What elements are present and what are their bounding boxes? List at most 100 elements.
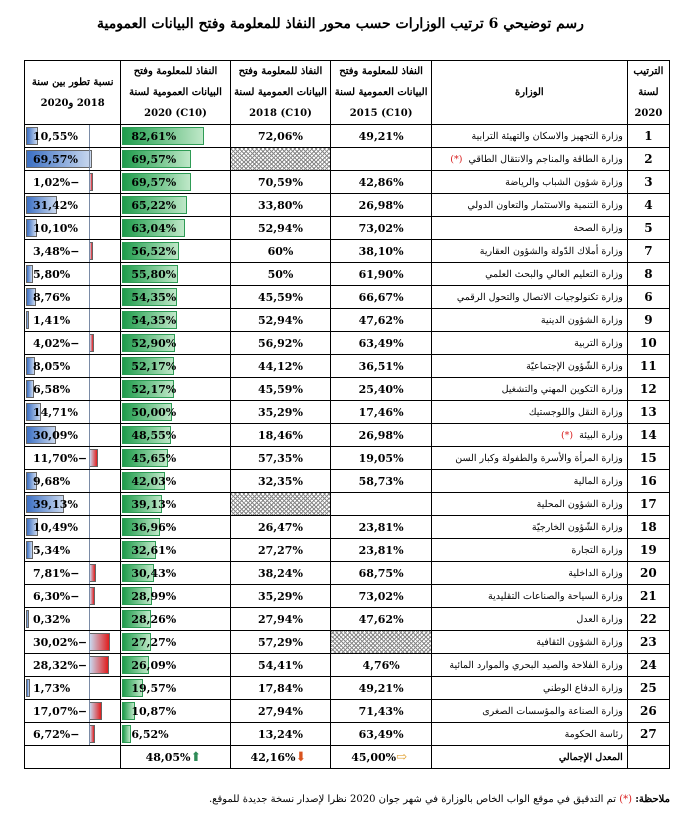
evolution-text: 39,13% [33,497,78,511]
ministry-cell: وزارة النقل واللوجستيك [430,400,628,424]
rank-cell: 4 [626,193,671,217]
evo-axis [89,585,90,607]
value-2018: 27,27% [229,538,332,562]
table-row: 4 وزارة التنمية والاستثمار والتعاون الدول… [23,193,671,217]
ministry-cell: وزارة المرأة والأسرة والطفولة وكبار السن [430,446,628,470]
value-2018: 56,92% [229,331,332,355]
bar-2020 [122,288,177,306]
rank-cell: 5 [626,216,671,240]
evo-axis [89,447,90,469]
value-2020: 6,52% [120,722,231,746]
ministry-cell: وزارة الشؤون الثقافية [430,630,628,654]
value-2018: 72,06% [229,124,332,148]
ministry-name: وزارة الشّؤون الإجتماعيّة [526,360,623,372]
value-2020-text: 52,17% [131,382,177,396]
ministry-cell: وزارة السياحة والصناعات التقليدية [430,584,628,608]
evolution-text: −17,07% [33,704,88,718]
bar-2020 [122,219,185,237]
ministry-cell: وزارة البيئة (*) [430,423,628,447]
ministry-name: وزارة التجهيز والاسكان والتهيئة الترابية [471,130,623,142]
value-2015: 49,21% [330,124,432,148]
ministry-cell: وزارة الداخلية [430,561,628,585]
average-2020: ⬆48,05% [120,745,231,769]
bar-2020 [122,127,204,145]
evolution-cell: 6,58% [23,377,122,401]
average-rank-cell [626,745,671,769]
rank-cell: 6 [626,285,671,309]
ministry-name: وزارة المرأة والأسرة والطفولة وكبار السن [455,452,623,464]
value-2018: 57,35% [229,446,332,470]
ministry-cell: وزارة التنمية والاستثمار والتعاون الدولي [430,193,628,217]
value-2020-text: 27,27% [131,635,177,649]
value-2020-text: 26,09% [131,658,177,672]
value-2015: 17,46% [330,400,432,424]
table-body: 1 وزارة التجهيز والاسكان والتهيئة الترابي… [23,124,671,746]
header-rank-line1: الترتيب [633,66,664,77]
ministry-name: وزارة المالية [573,475,623,487]
evolution-text: 5,80% [33,267,71,281]
bar-2020 [122,564,154,582]
header-2015-line1: النفاذ للمعلومة وفتح [339,66,423,77]
page-title: رسم توضيحي 6 ترتيب الوزارات حسب محور الن… [97,16,584,32]
evolution-cell: 14,71% [23,400,122,424]
value-2015 [330,630,432,654]
ministry-name: وزارة السياحة والصناعات التقليدية [488,590,623,602]
evolution-text: −7,81% [33,566,80,580]
ministry-cell: وزارة الشؤون الدينية [430,308,628,332]
evolution-text: −28,32% [33,658,88,672]
value-2020: 52,90% [120,331,231,355]
evolution-text: −1,02% [33,175,80,189]
evolution-cell: 1,73% [23,676,122,700]
bar-2020 [122,311,177,329]
bar-2020 [122,403,173,421]
evolution-cell: 9,68% [23,469,122,493]
rank-cell: 24 [626,653,671,677]
value-2015: 47,62% [330,308,432,332]
value-2020: 65,22% [120,193,231,217]
value-2015: 63,49% [330,722,432,746]
evo-bar [89,633,111,651]
header-row: الترتيب لسنة 2020 الوزارة النفاذ للمعلوم… [23,60,671,125]
average-2018: ⬇42,16% [229,745,332,769]
value-2020-text: 28,26% [131,612,177,626]
evo-axis [89,608,90,630]
evolution-cell: −3,48% [23,239,122,263]
evolution-cell: −11,70% [23,446,122,470]
header-2018-line1: النفاذ للمعلومة وفتح [238,66,323,77]
value-2018 [229,492,332,516]
average-2015-value: 45,00% [351,750,397,764]
table-row: 27 رئاسة الحكومة 63,49% 13,24% 6,52% −6,72% [23,722,671,746]
table-row: 18 وزارة الشّؤون الخارجيّة 23,81% 26,47% 36,… [23,515,671,539]
evo-axis [89,240,90,262]
value-2018: 27,94% [229,699,332,723]
evo-bar [89,449,99,467]
evolution-text: 10,55% [33,129,78,143]
evo-bar [89,656,110,674]
ministry-cell: وزارة التربية [430,331,628,355]
footnote-star: (*) [619,794,633,805]
rank-cell: 7 [626,239,671,263]
evo-bar [26,403,42,421]
table-row: 24 وزارة الفلاحة والصيد البحري والموارد ا… [23,653,671,677]
evolution-text: 8,76% [33,290,71,304]
evolution-text: 14,71% [33,405,78,419]
ministry-cell: وزارة الدفاع الوطني [430,676,628,700]
ranking-table-wrap: الترتيب لسنة 2020 الوزارة النفاذ للمعلوم… [23,60,671,769]
ministry-name: وزارة العدل [576,613,623,625]
table-row: 16 وزارة المالية 58,73% 32,35% 42,03% 9,68% [23,469,671,493]
value-2015: 42,86% [330,170,432,194]
value-2020: 52,17% [120,377,231,401]
table-row: 11 وزارة الشّؤون الإجتماعيّة 36,51% 44,12% 5… [23,354,671,378]
evo-axis [89,355,90,377]
value-2020: 32,61% [120,538,231,562]
header-2018: النفاذ للمعلومة وفتح البيانات العمومية ل… [229,60,332,125]
ministry-cell: وزارة التعليم العالي والبحث العلمي [430,262,628,286]
ministry-name: وزارة الشؤون الدينية [540,314,623,326]
bar-2020 [122,426,171,444]
bar-2020 [122,334,176,352]
value-2018: 38,24% [229,561,332,585]
rank-cell: 9 [626,308,671,332]
evolution-cell: 10,49% [23,515,122,539]
ministry-name: وزارة الصناعة والمؤسسات الصغرى [482,705,623,717]
evo-axis [89,631,90,653]
